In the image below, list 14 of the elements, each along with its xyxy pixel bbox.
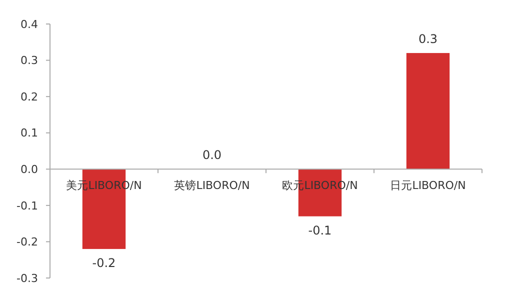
data-label: 0.0 [202, 148, 222, 162]
y-tick-label: 0.2 [20, 90, 38, 104]
y-tick-label: -0.2 [16, 236, 38, 249]
data-label: -0.1 [308, 223, 332, 238]
data-label: 0.3 [418, 32, 438, 46]
data-label: -0.2 [92, 256, 116, 270]
y-tick-label: 0.1 [20, 126, 38, 140]
y-tick-label: 0.4 [20, 18, 38, 31]
x-tick-label: 日元LIBORO/N [390, 179, 466, 192]
y-tick-label: -0.3 [16, 272, 38, 285]
y-tick-label: 0.3 [20, 54, 38, 68]
x-tick-label: 英镑LIBORO/N [174, 179, 250, 192]
y-tick-label: -0.1 [16, 199, 38, 212]
y-tick-label: 0.0 [20, 162, 38, 176]
